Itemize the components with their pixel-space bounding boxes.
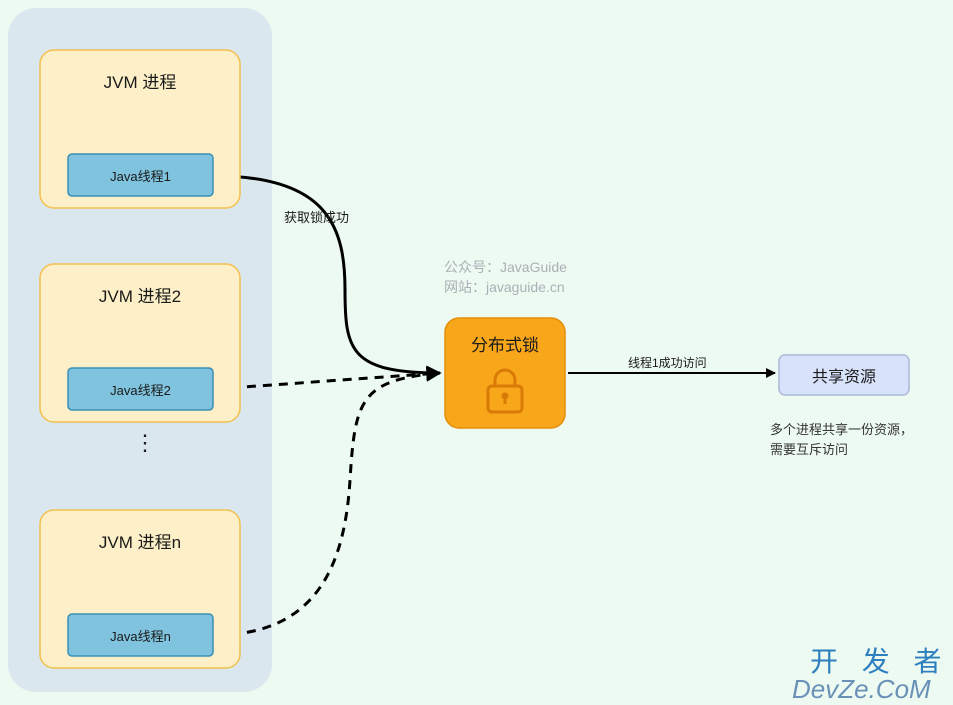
watermark-devze-en: DevZe.CoM — [792, 674, 931, 705]
edge-label: 线程1成功访问 — [628, 355, 707, 370]
ellipsis: ⋮ — [134, 430, 156, 456]
process-title: JVM 进程 — [40, 68, 240, 92]
thread-label: Java线程n — [68, 614, 213, 656]
lock-title: 分布式锁 — [445, 332, 565, 354]
resource-note: 多个进程共享一份资源， 需要互斥访问 — [770, 420, 913, 459]
thread-label: Java线程1 — [68, 154, 213, 196]
process-title: JVM 进程2 — [40, 282, 240, 306]
thread-label: Java线程2 — [68, 368, 213, 410]
edge-label: 获取锁成功 — [284, 210, 349, 225]
process-title: JVM 进程n — [40, 528, 240, 552]
resource-label: 共享资源 — [779, 355, 909, 395]
watermark-top: 公众号：JavaGuide 网站：javaguide.cn — [444, 258, 567, 297]
